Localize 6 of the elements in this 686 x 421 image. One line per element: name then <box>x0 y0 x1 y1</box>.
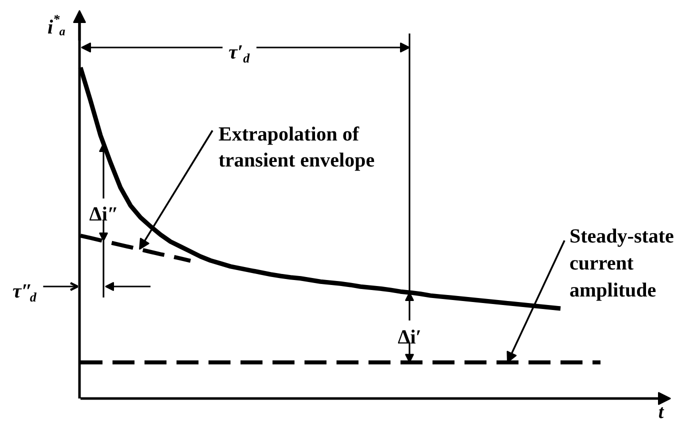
x-axis-title: t <box>658 402 664 421</box>
annotation: Steady-state current amplitude <box>570 226 674 302</box>
annotation: Δi″ <box>89 204 118 226</box>
annotation: Δi′ <box>398 326 422 348</box>
y-axis-title: i*ₐ <box>48 12 66 38</box>
annotation: Extrapolation of transient envelope <box>218 124 375 172</box>
